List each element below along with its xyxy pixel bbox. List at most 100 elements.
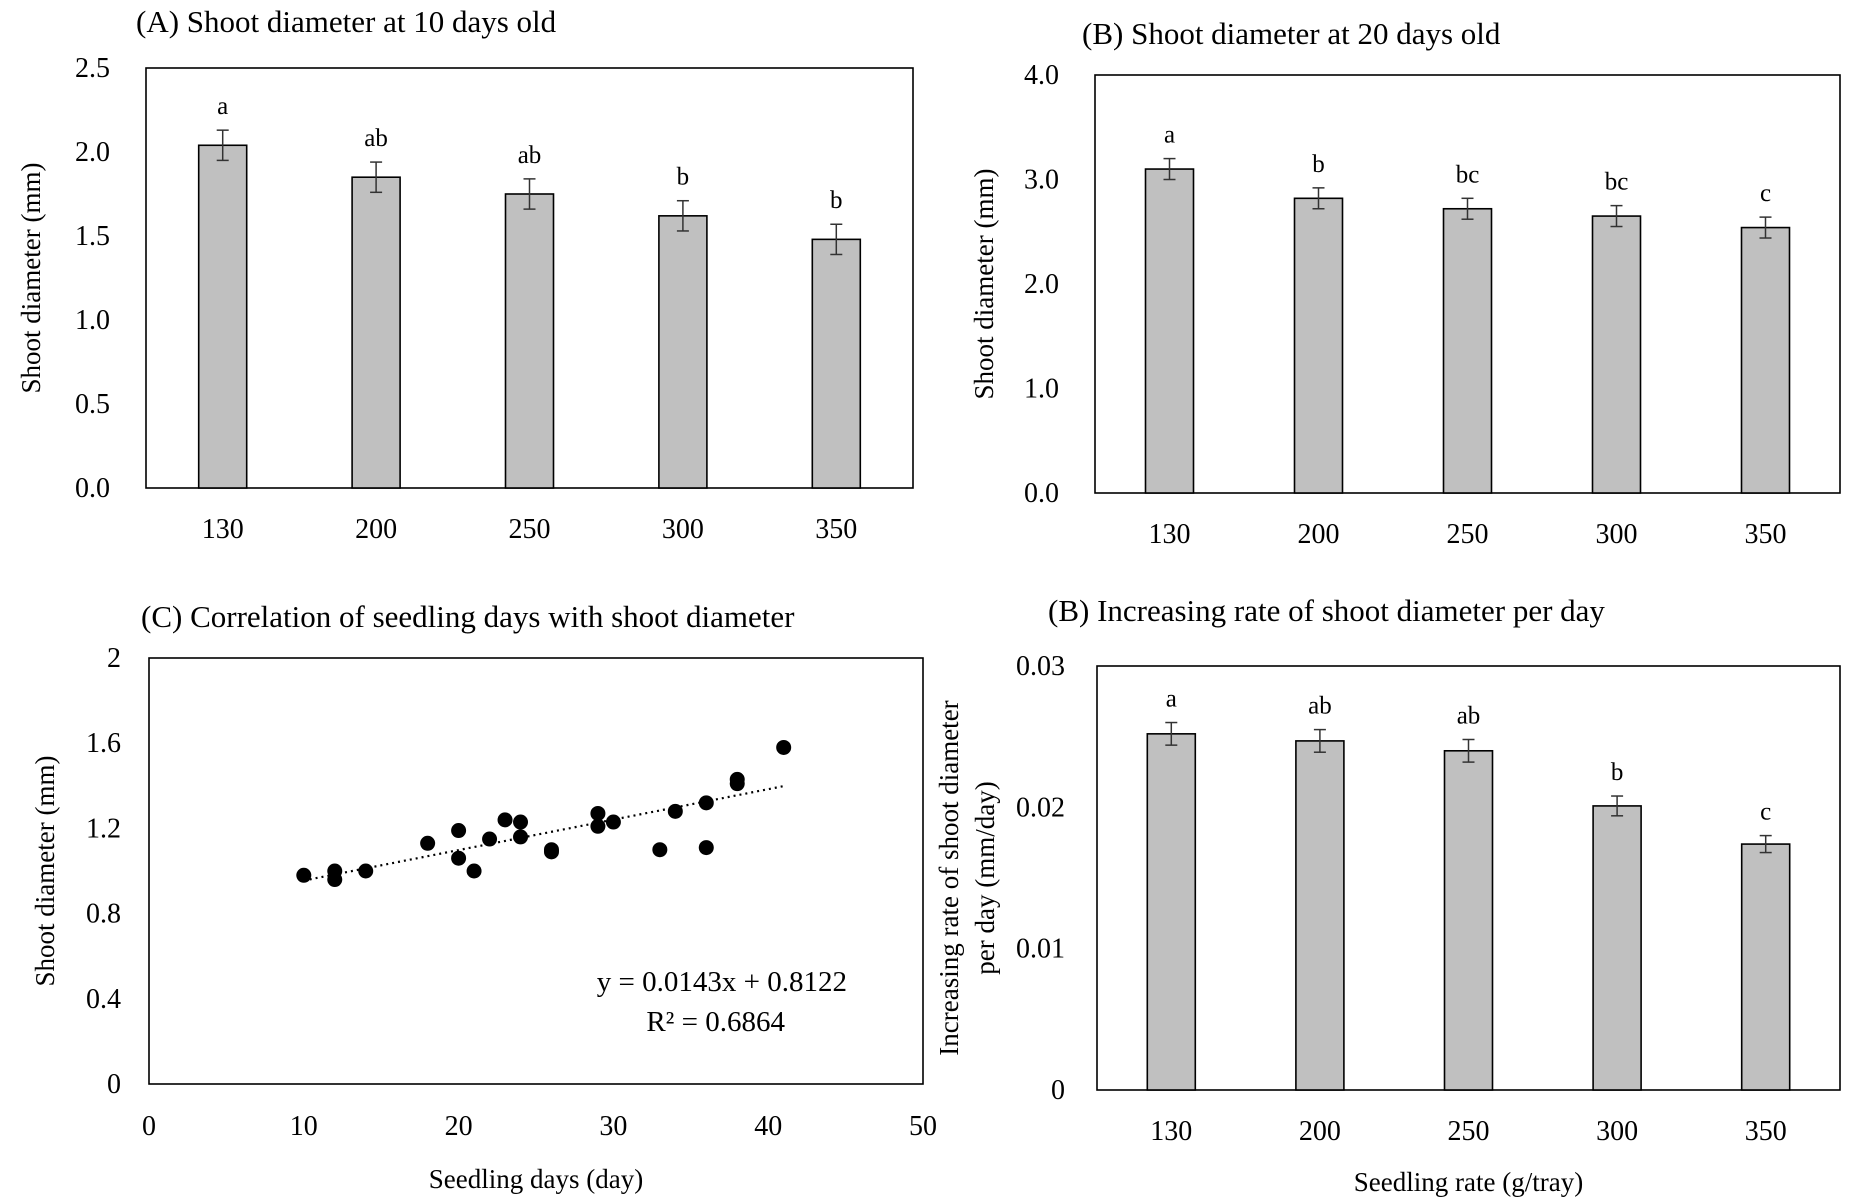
panel-d-ylabel: per day (mm/day) — [970, 781, 1000, 974]
panel-a-bar — [811, 238, 862, 489]
panel-b-significance-label: bc — [1456, 161, 1480, 188]
panel-d-significance-label: c — [1760, 799, 1771, 826]
panel-c-data-point — [358, 863, 374, 879]
panel-a-significance-label: ab — [364, 125, 388, 152]
panel-d-ytick-label: 0 — [1051, 1075, 1065, 1106]
panel-c-plot-frame — [148, 657, 924, 1085]
panel-c-xtick-label: 0 — [142, 1111, 156, 1142]
panel-c-ytick-label: 1.6 — [86, 728, 121, 759]
panel-c-xtick-label: 40 — [754, 1111, 782, 1142]
panel-a-ytick-label: 0.0 — [75, 473, 110, 504]
panel-c-data-point — [482, 831, 498, 847]
panel-a-significance-label: b — [830, 187, 843, 214]
panel-b-bar — [1740, 226, 1791, 494]
panel-d-significance-label: b — [1611, 759, 1624, 786]
panel-b-xtick-label: 350 — [1745, 519, 1787, 550]
panel-d-bar — [1443, 749, 1494, 1091]
panel-a-xtick-label: 200 — [355, 514, 397, 545]
panel-a-xtick-label: 300 — [662, 514, 704, 545]
panel-d-ytick-label: 0.03 — [1016, 651, 1065, 682]
panel-b-ytick-label: 0.0 — [1024, 478, 1059, 509]
panel-b-bar — [1144, 168, 1195, 494]
panel-b-xtick-label: 130 — [1149, 519, 1191, 550]
panel-a-bar — [504, 193, 555, 489]
panel-a-xtick-label: 250 — [509, 514, 551, 545]
panel-c-ytick-label: 1.2 — [86, 813, 121, 844]
panel-a-significance-label: b — [677, 164, 690, 191]
panel-c-data-point — [451, 850, 467, 866]
panel-b-ytick-label: 3.0 — [1024, 165, 1059, 196]
panel-d-xtick-label: 130 — [1150, 1116, 1192, 1147]
panel-c-data-point — [652, 842, 668, 858]
panel-a-title: (A) Shoot diameter at 10 days old — [136, 4, 557, 39]
panel-a-significance-label: ab — [518, 142, 542, 169]
panel-d-xtick-label: 350 — [1745, 1116, 1787, 1147]
panel-c-xtick-label: 50 — [909, 1111, 937, 1142]
panel-c-title: (C) Correlation of seedling days with sh… — [141, 599, 795, 634]
panel-b-significance-label: bc — [1605, 169, 1629, 196]
panel-c-data-point — [451, 823, 467, 839]
panel-c-data-point — [605, 814, 621, 830]
panel-c-ytick-label: 0.8 — [86, 899, 121, 930]
panel-d-significance-label: ab — [1308, 693, 1332, 720]
panel-b-ytick-label: 1.0 — [1024, 374, 1059, 405]
panel-d-ytick-label: 0.01 — [1016, 934, 1065, 965]
panel-b-title: (B) Shoot diameter at 20 days old — [1082, 16, 1501, 51]
panel-d-ylabel: Increasing rate of shoot diameter — [934, 700, 964, 1055]
panel-c-data-point — [729, 776, 745, 792]
panel-c-data-point — [513, 829, 529, 845]
panel-c-data-point — [698, 840, 714, 856]
panel-c-data-point — [543, 844, 559, 860]
panel-c-ytick-label: 0 — [107, 1069, 121, 1100]
panel-d-bar — [1146, 733, 1197, 1091]
panel-d-xtick-label: 250 — [1448, 1116, 1490, 1147]
panel-a-ytick-label: 1.5 — [75, 221, 110, 252]
panel-b-ytick-label: 2.0 — [1024, 269, 1059, 300]
panel-a-significance-label: a — [217, 93, 228, 120]
panel-a-ytick-label: 0.5 — [75, 389, 110, 420]
panel-d-title: (B) Increasing rate of shoot diameter pe… — [1048, 593, 1605, 628]
panel-d-bar — [1740, 843, 1791, 1091]
panel-c-data-point — [327, 872, 343, 888]
panel-c-ylabel: Shoot diameter (mm) — [30, 756, 60, 987]
panel-c-data-point — [590, 818, 606, 834]
panel-b-bar — [1293, 197, 1344, 494]
panel-a-ylabel: Shoot diameter (mm) — [16, 163, 46, 394]
panel-a-ytick-label: 1.0 — [75, 305, 110, 336]
panel-d-ytick-label: 0.02 — [1016, 792, 1065, 823]
panel-b-ylabel: Shoot diameter (mm) — [969, 169, 999, 400]
panel-c-r-squared: R² = 0.6864 — [646, 1006, 785, 1038]
panel-b-xtick-label: 200 — [1298, 519, 1340, 550]
panel-c-data-point — [698, 795, 714, 811]
panel-b-ytick-label: 4.0 — [1024, 60, 1059, 91]
panel-a-xtick-label: 130 — [202, 514, 244, 545]
panel-d-xtick-label: 200 — [1299, 1116, 1341, 1147]
panel-c-data-point — [590, 805, 606, 821]
panel-c-xtick-label: 10 — [290, 1111, 318, 1142]
panel-c-ytick-label: 2 — [107, 643, 121, 674]
panel-a-bar — [197, 144, 248, 489]
panel-b-xtick-label: 250 — [1447, 519, 1489, 550]
panel-c-data-point — [420, 835, 436, 851]
panel-d-xtick-label: 300 — [1596, 1116, 1638, 1147]
panel-c-xtick-label: 30 — [599, 1111, 627, 1142]
panel-c-data-point — [667, 803, 683, 819]
panel-c-equation: y = 0.0143x + 0.8122 — [597, 966, 847, 998]
panel-d-significance-label: a — [1166, 686, 1177, 713]
panel-d-significance-label: ab — [1457, 702, 1481, 729]
panel-a-ytick-label: 2.5 — [75, 53, 110, 84]
panel-c-data-point — [497, 812, 513, 828]
panel-c-data-point — [466, 863, 482, 879]
panel-c-xlabel: Seedling days (day) — [429, 1164, 643, 1194]
panel-c-ytick-label: 0.4 — [86, 984, 121, 1015]
panel-c-data-point — [513, 814, 529, 830]
panel-c-xtick-label: 20 — [445, 1111, 473, 1142]
panel-c-data-point — [296, 867, 312, 883]
panel-a-ytick-label: 2.0 — [75, 137, 110, 168]
panel-b-bar — [1591, 215, 1642, 494]
panel-a-bar — [658, 215, 708, 489]
panel-b-significance-label: a — [1164, 122, 1175, 149]
panel-a-bar — [351, 176, 401, 489]
panel-b-bar — [1442, 207, 1493, 494]
